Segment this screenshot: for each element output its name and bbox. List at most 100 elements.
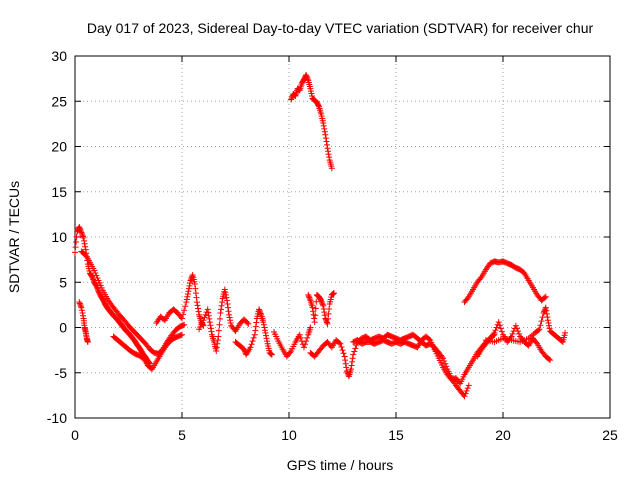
- data-point: [350, 351, 357, 358]
- data-point: [79, 232, 86, 239]
- y-tick-label: -10: [47, 410, 67, 426]
- data-point: [304, 76, 311, 83]
- x-tick-label: 20: [495, 427, 511, 443]
- data-point: [318, 298, 325, 305]
- data-point: [537, 322, 544, 329]
- data-point: [241, 346, 248, 353]
- data-point: [324, 320, 331, 327]
- data-point: [477, 275, 484, 282]
- data-point: [302, 341, 309, 348]
- data-point: [72, 249, 78, 256]
- data-point: [182, 303, 189, 310]
- data-point: [77, 301, 84, 308]
- data-point: [224, 300, 231, 307]
- data-point: [204, 306, 211, 313]
- data-point: [192, 290, 199, 297]
- data-point: [461, 393, 468, 400]
- data-point: [542, 304, 549, 311]
- y-axis-label: SDTVAR / TECUs: [6, 181, 22, 293]
- data-point: [214, 340, 221, 347]
- data-point: [465, 382, 472, 389]
- data-point: [305, 293, 312, 300]
- data-point: [543, 310, 550, 317]
- data-point: [78, 307, 85, 314]
- series-sat-n: [461, 258, 549, 306]
- data-point: [223, 294, 230, 301]
- data-point: [183, 296, 190, 303]
- points-layer: [72, 72, 569, 400]
- data-point: [493, 324, 500, 331]
- data-point: [94, 285, 101, 292]
- data-point: [496, 322, 503, 329]
- data-point: [89, 273, 96, 280]
- data-point: [330, 290, 337, 297]
- data-point: [300, 344, 307, 351]
- data-point: [195, 305, 202, 312]
- data-point: [348, 362, 355, 369]
- data-point: [223, 297, 230, 304]
- data-point: [184, 291, 191, 298]
- data-point: [288, 96, 295, 103]
- data-point: [81, 237, 88, 244]
- data-point: [187, 277, 194, 284]
- data-point: [263, 335, 270, 342]
- data-point: [320, 119, 327, 126]
- data-point: [257, 310, 264, 317]
- data-point: [247, 344, 254, 351]
- data-point: [194, 302, 201, 309]
- data-point: [512, 322, 519, 329]
- data-point: [186, 282, 193, 289]
- data-point: [306, 294, 313, 301]
- data-point: [217, 310, 224, 317]
- data-point: [323, 319, 330, 326]
- data-point: [218, 306, 225, 313]
- data-point: [535, 327, 542, 334]
- y-tick-label: 0: [59, 320, 67, 336]
- data-point: [76, 300, 83, 307]
- data-point: [185, 288, 192, 295]
- data-point: [311, 315, 318, 322]
- data-point: [322, 135, 329, 142]
- data-point: [464, 295, 471, 302]
- data-point: [256, 307, 263, 314]
- data-point: [78, 229, 85, 236]
- data-point: [491, 329, 498, 336]
- data-point: [309, 304, 316, 311]
- data-point: [546, 356, 553, 363]
- data-point: [205, 309, 212, 316]
- series-sat-i: [288, 72, 335, 172]
- data-point: [545, 319, 552, 326]
- data-point: [349, 358, 356, 365]
- data-point: [213, 348, 220, 355]
- data-point: [318, 297, 325, 304]
- data-point: [248, 341, 255, 348]
- data-point: [319, 301, 326, 308]
- data-point: [312, 305, 319, 312]
- data-point: [253, 319, 260, 326]
- data-point: [516, 330, 523, 337]
- data-point: [251, 331, 258, 338]
- data-point: [78, 230, 85, 237]
- data-point: [260, 319, 267, 326]
- data-point: [80, 234, 87, 241]
- data-point: [464, 385, 471, 392]
- data-point: [218, 302, 225, 309]
- series-sat-c: [76, 299, 91, 345]
- y-tick-label: 30: [51, 48, 67, 64]
- data-point: [323, 138, 330, 145]
- data-point: [216, 315, 223, 322]
- data-point: [77, 226, 84, 233]
- data-point: [257, 309, 264, 316]
- data-point: [336, 339, 343, 346]
- data-point: [207, 325, 214, 332]
- data-point: [543, 307, 550, 314]
- data-point: [192, 285, 199, 292]
- data-point: [547, 357, 554, 364]
- data-point: [226, 314, 233, 321]
- data-point: [264, 338, 271, 345]
- data-point: [341, 353, 348, 360]
- data-point: [490, 331, 497, 338]
- data-point: [72, 244, 79, 251]
- data-point: [227, 319, 234, 326]
